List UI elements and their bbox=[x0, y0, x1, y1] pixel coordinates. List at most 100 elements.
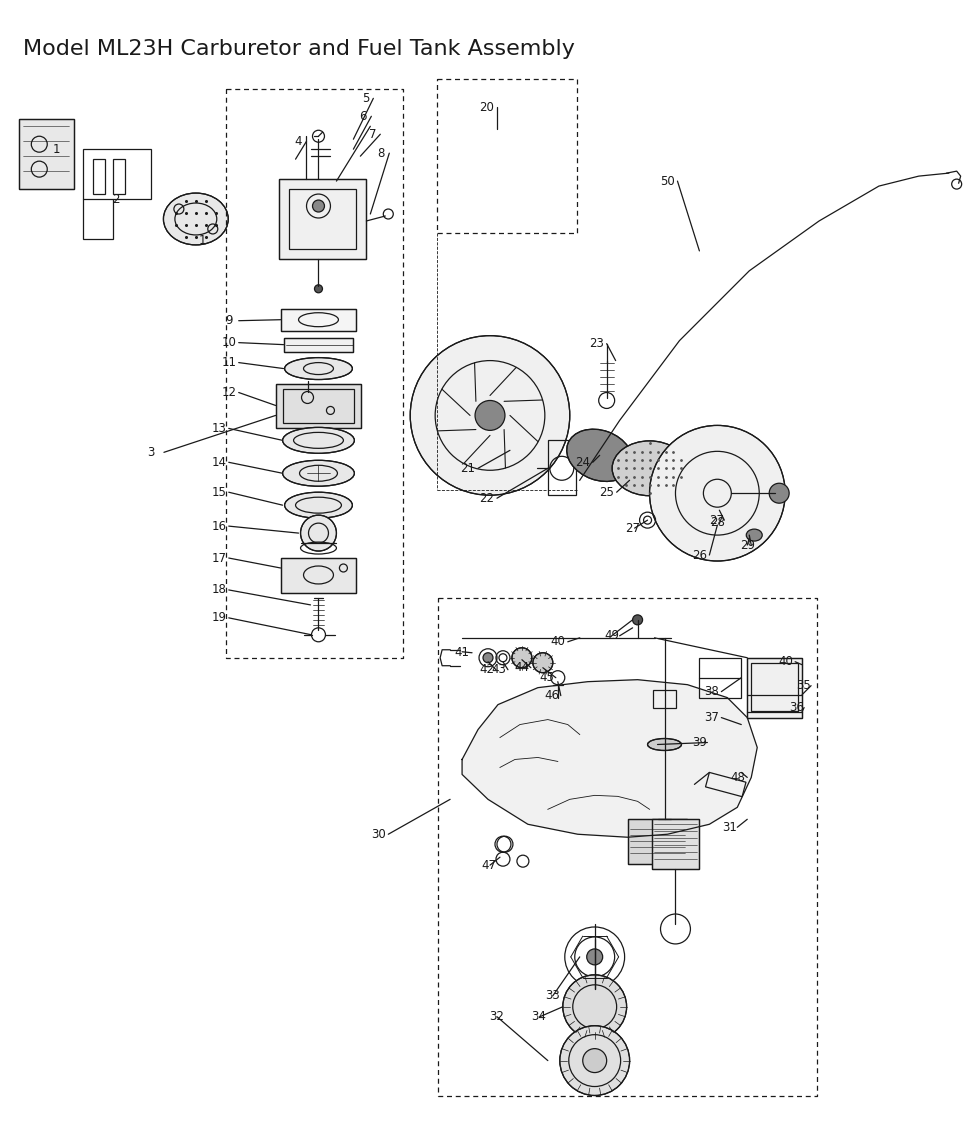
Text: 32: 32 bbox=[490, 1010, 505, 1024]
Bar bbox=[283, 337, 354, 352]
Text: Model ML23H Carburetor and Fuel Tank Assembly: Model ML23H Carburetor and Fuel Tank Ass… bbox=[24, 40, 575, 59]
Text: 47: 47 bbox=[481, 859, 497, 871]
Text: 33: 33 bbox=[546, 989, 561, 1002]
Text: 21: 21 bbox=[461, 461, 475, 475]
Bar bbox=[653, 690, 676, 708]
Bar bbox=[752, 662, 798, 711]
Text: 1: 1 bbox=[199, 234, 207, 248]
Bar bbox=[652, 819, 700, 869]
Text: 41: 41 bbox=[455, 646, 469, 659]
Text: 40: 40 bbox=[779, 655, 794, 668]
Bar bbox=[278, 179, 367, 259]
Text: 27: 27 bbox=[709, 513, 724, 527]
Text: 6: 6 bbox=[360, 110, 368, 123]
Text: 43: 43 bbox=[492, 663, 507, 676]
Bar bbox=[113, 159, 125, 194]
Text: 3: 3 bbox=[147, 445, 155, 459]
Bar bbox=[700, 658, 741, 698]
Bar bbox=[748, 658, 802, 718]
Text: 28: 28 bbox=[710, 516, 725, 528]
Text: 11: 11 bbox=[221, 356, 236, 369]
Text: 29: 29 bbox=[740, 538, 755, 552]
Bar bbox=[627, 819, 687, 864]
Text: 31: 31 bbox=[722, 821, 737, 834]
Bar bbox=[282, 389, 355, 424]
Text: 17: 17 bbox=[212, 552, 226, 565]
Text: 4: 4 bbox=[295, 135, 302, 148]
Text: 35: 35 bbox=[796, 679, 810, 692]
Circle shape bbox=[583, 1049, 607, 1072]
Ellipse shape bbox=[566, 429, 633, 482]
Bar bbox=[20, 119, 74, 189]
Text: 1: 1 bbox=[53, 143, 60, 156]
Bar bbox=[280, 558, 357, 593]
Bar bbox=[283, 337, 354, 352]
Text: 7: 7 bbox=[368, 127, 376, 141]
Text: 19: 19 bbox=[212, 611, 226, 625]
Ellipse shape bbox=[284, 358, 353, 379]
Ellipse shape bbox=[282, 460, 355, 486]
Circle shape bbox=[411, 335, 569, 495]
Text: 34: 34 bbox=[531, 1010, 546, 1024]
Text: 40: 40 bbox=[551, 635, 565, 649]
Text: 39: 39 bbox=[692, 736, 707, 749]
Text: 36: 36 bbox=[789, 701, 804, 715]
Ellipse shape bbox=[612, 441, 687, 495]
Text: 12: 12 bbox=[221, 386, 236, 399]
Bar bbox=[280, 309, 357, 331]
Text: 2: 2 bbox=[113, 192, 120, 206]
Text: 50: 50 bbox=[661, 175, 675, 187]
Polygon shape bbox=[463, 679, 758, 837]
Ellipse shape bbox=[164, 193, 228, 245]
Ellipse shape bbox=[747, 529, 762, 541]
Text: 30: 30 bbox=[371, 828, 386, 841]
Text: 27: 27 bbox=[625, 521, 640, 535]
Circle shape bbox=[533, 653, 553, 673]
Text: 22: 22 bbox=[479, 492, 495, 504]
Circle shape bbox=[313, 200, 324, 212]
Bar bbox=[548, 441, 576, 495]
Bar bbox=[280, 558, 357, 593]
Text: 42: 42 bbox=[479, 663, 495, 676]
Circle shape bbox=[587, 949, 603, 964]
Text: 20: 20 bbox=[479, 101, 495, 114]
Text: 44: 44 bbox=[514, 661, 529, 675]
Circle shape bbox=[633, 615, 643, 625]
Text: 24: 24 bbox=[575, 456, 590, 469]
Circle shape bbox=[483, 653, 493, 662]
Text: 48: 48 bbox=[731, 771, 746, 784]
Circle shape bbox=[301, 515, 336, 551]
Text: 13: 13 bbox=[212, 421, 226, 435]
Text: 14: 14 bbox=[212, 456, 226, 469]
Bar bbox=[275, 384, 362, 428]
Circle shape bbox=[560, 1026, 629, 1095]
Text: 18: 18 bbox=[212, 584, 226, 596]
Circle shape bbox=[563, 975, 626, 1038]
Circle shape bbox=[769, 483, 789, 503]
Bar bbox=[652, 819, 700, 869]
Bar bbox=[278, 179, 367, 259]
Ellipse shape bbox=[648, 738, 681, 751]
Bar bbox=[280, 309, 357, 331]
Bar bbox=[93, 159, 105, 194]
Bar bbox=[627, 819, 687, 864]
Circle shape bbox=[650, 425, 785, 561]
Bar bbox=[748, 658, 802, 718]
Text: 25: 25 bbox=[599, 486, 614, 499]
Text: 9: 9 bbox=[225, 315, 232, 327]
Ellipse shape bbox=[284, 492, 353, 518]
Bar bbox=[706, 772, 746, 796]
Ellipse shape bbox=[282, 427, 355, 453]
Text: 10: 10 bbox=[221, 336, 236, 349]
Text: 37: 37 bbox=[704, 711, 718, 724]
Text: 23: 23 bbox=[589, 337, 604, 350]
Text: 46: 46 bbox=[544, 690, 560, 702]
Text: 16: 16 bbox=[212, 519, 226, 533]
Text: 8: 8 bbox=[377, 147, 385, 160]
Text: 38: 38 bbox=[704, 685, 718, 699]
Bar bbox=[20, 119, 74, 189]
Text: 45: 45 bbox=[539, 671, 555, 684]
Bar bbox=[275, 384, 362, 428]
Bar bbox=[288, 189, 357, 249]
Text: 26: 26 bbox=[692, 549, 707, 561]
